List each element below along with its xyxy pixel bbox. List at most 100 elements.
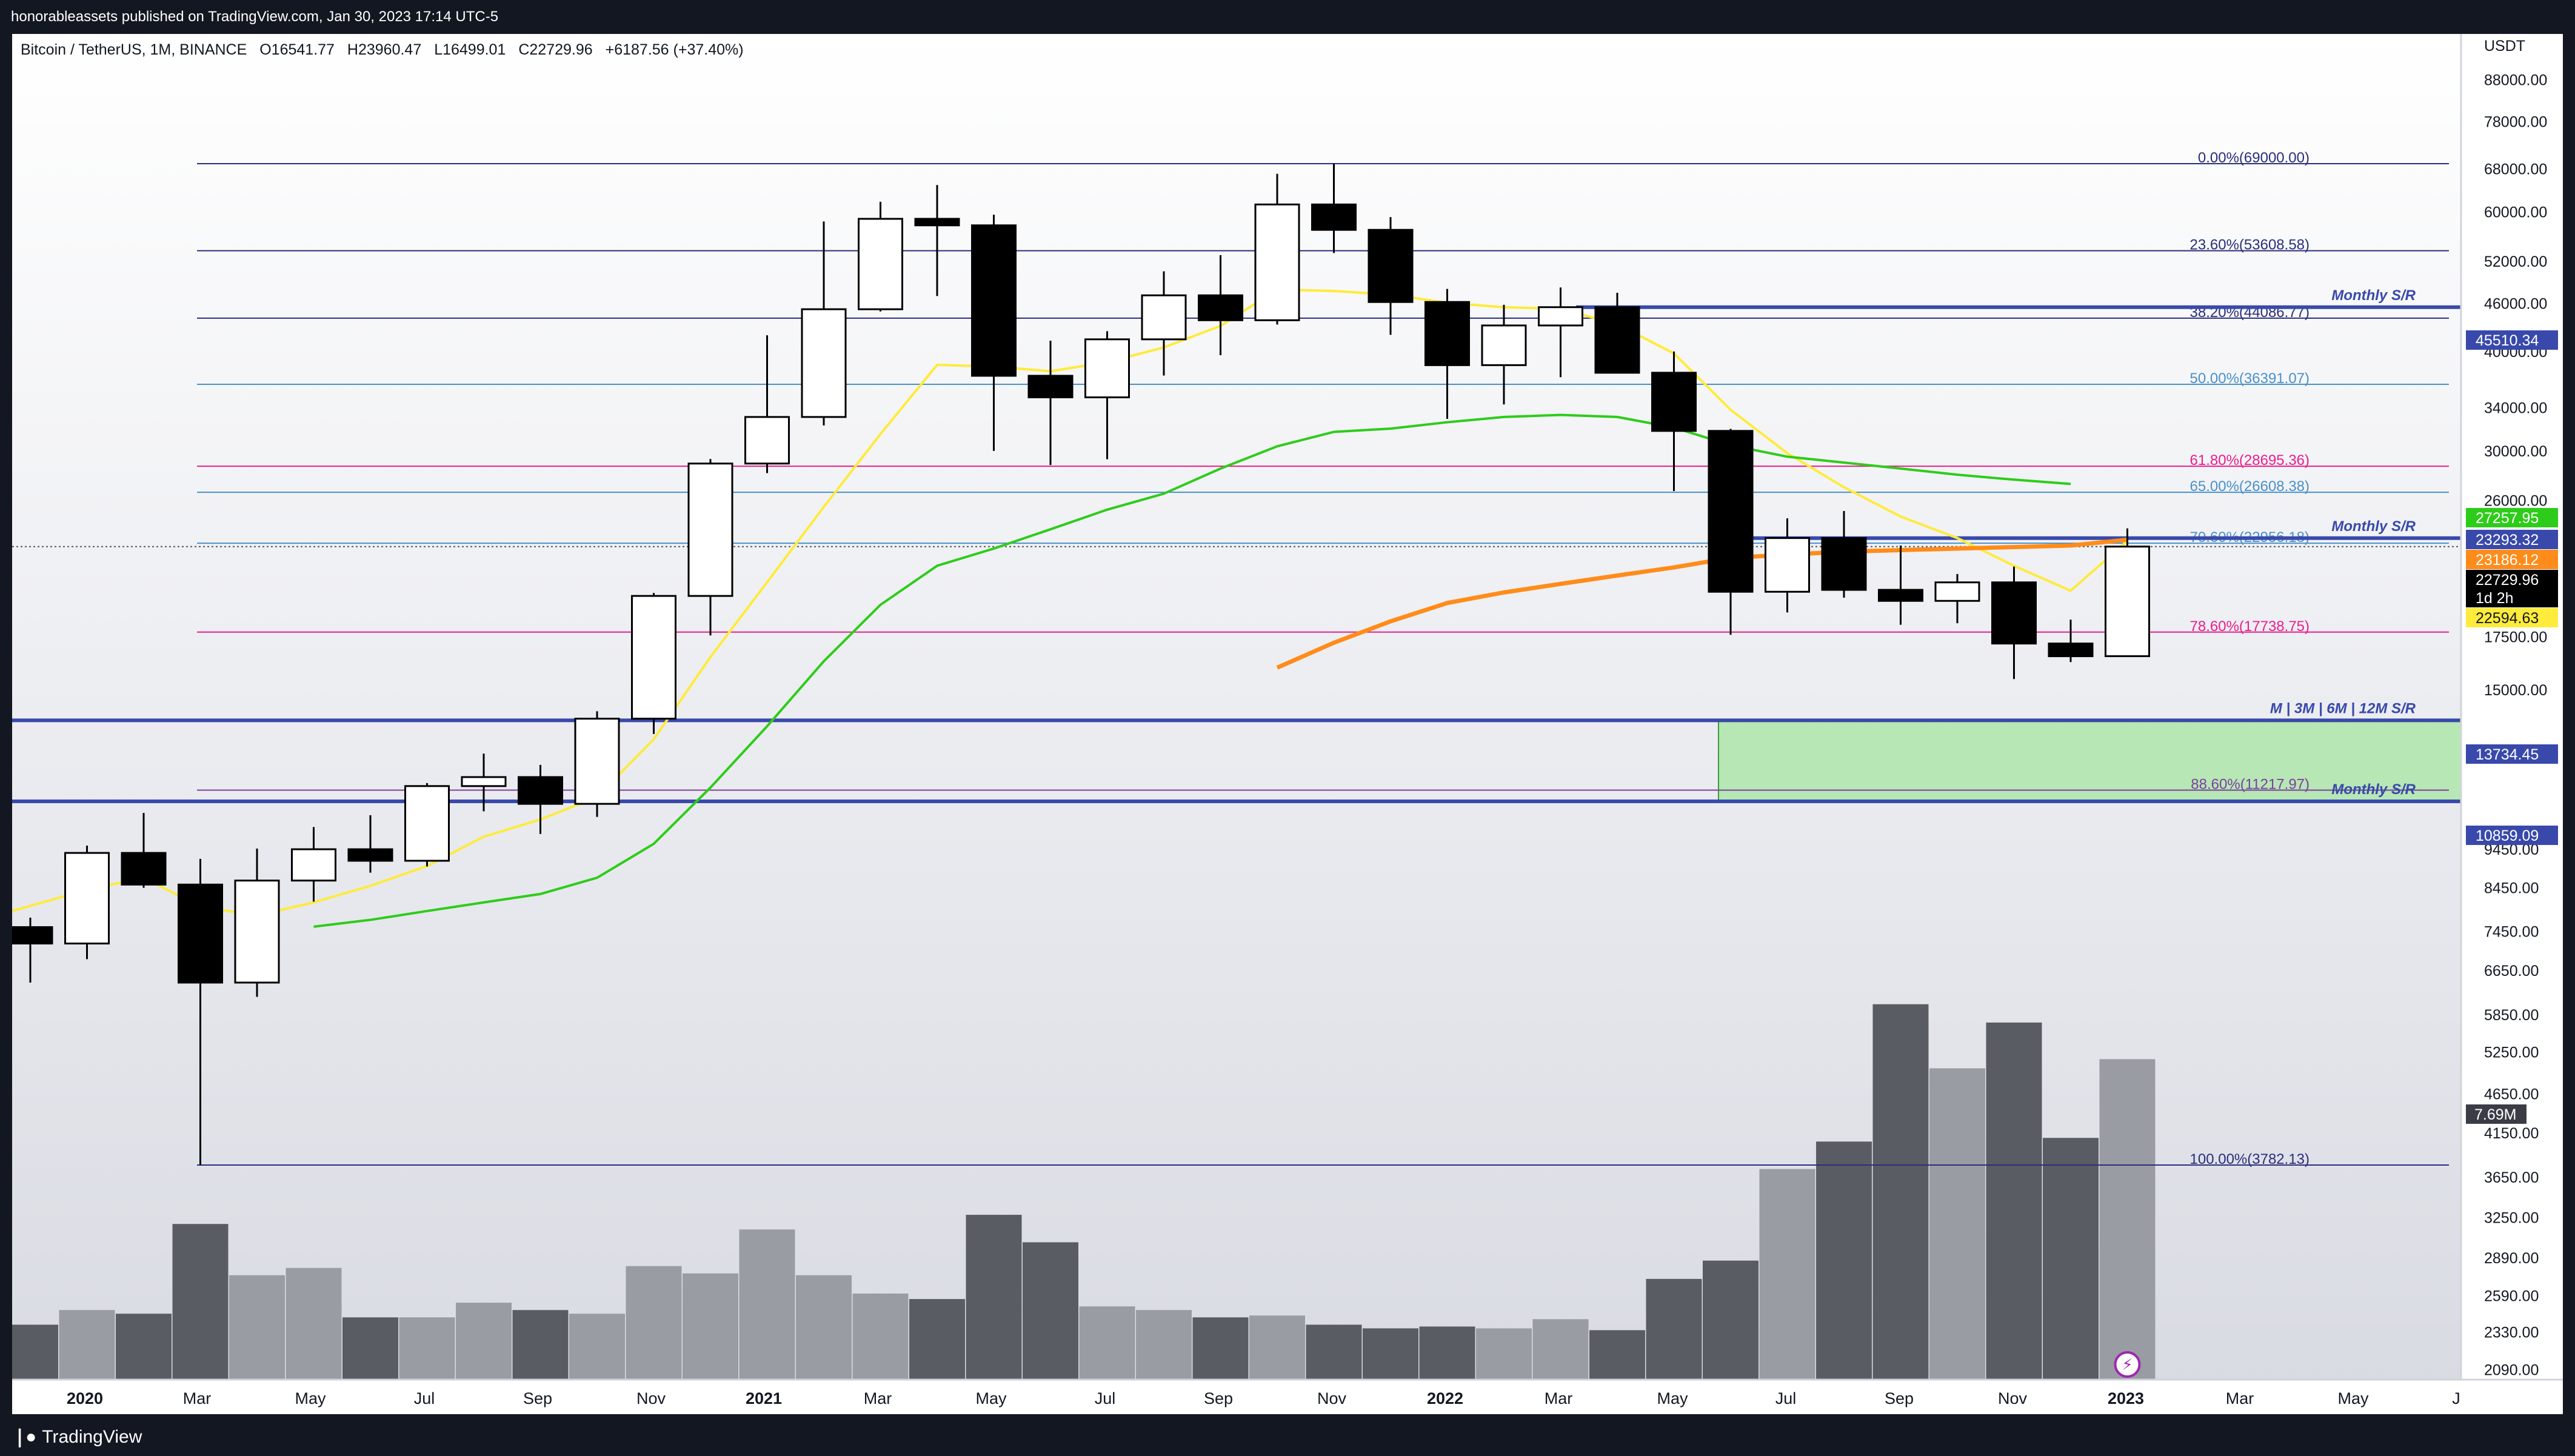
price-tick-label: 78000.00: [2484, 113, 2547, 130]
price-tick-label: 34000.00: [2484, 400, 2547, 417]
candle-body: [914, 218, 960, 227]
time-tick-label: May: [295, 1389, 326, 1408]
volume-bar: [909, 1299, 965, 1380]
tradingview-logo-icon: ❘●: [12, 1427, 36, 1447]
high-value: H23960.47: [347, 41, 422, 58]
candle-body: [121, 852, 167, 886]
candle-body: [461, 776, 507, 787]
volume-bar: [229, 1275, 285, 1380]
price-badge-text: 23186.12: [2476, 552, 2539, 569]
candle-body: [971, 224, 1017, 377]
fib-label: 23.60%(53608.58): [2190, 237, 2309, 253]
candle-body: [291, 848, 336, 882]
sr-label: M | 3M | 6M | 12M S/R: [2270, 700, 2416, 716]
candle-body: [1198, 294, 1243, 321]
candle-body: [1765, 537, 1810, 593]
time-tick-label: May: [975, 1389, 1007, 1408]
publish-info-bar: honorableassets published on TradingView…: [0, 0, 2575, 34]
candle-body: [1027, 375, 1074, 398]
tradingview-logo[interactable]: ❘● TradingView: [12, 1426, 142, 1448]
price-tick-label: 6650.00: [2484, 963, 2539, 980]
chart-area[interactable]: 0.00%(69000.00) 23.60%(53608.58) 38.20%(44…: [12, 34, 2563, 1414]
time-tick-label: Sep: [1204, 1389, 1233, 1408]
price-tick-label: 88000.00: [2484, 72, 2547, 89]
price-badge-text: 22729.96: [2476, 572, 2539, 589]
volume-bar: [399, 1317, 455, 1380]
volume-bar: [1136, 1310, 1192, 1380]
open-value: O16541.77: [259, 41, 335, 58]
price-badge: [2466, 330, 2558, 350]
volume-bar: [1476, 1328, 1532, 1380]
time-tick-label: Sep: [1885, 1389, 1914, 1408]
candle-body: [1311, 203, 1357, 231]
time-tick-label: Nov: [1317, 1389, 1347, 1408]
close-value: C22729.96: [518, 41, 593, 58]
price-tick-label: 8450.00: [2484, 880, 2539, 897]
price-tick-label: 26000.00: [2484, 492, 2547, 509]
event-marker-icon[interactable]: [2114, 1351, 2141, 1378]
time-tick-label: Sep: [523, 1389, 552, 1408]
price-tick-label: 2330.00: [2484, 1324, 2539, 1341]
change-value: +6187.56 (+37.40%): [605, 41, 744, 58]
candle-body: [404, 785, 450, 862]
low-value: L16499.01: [434, 41, 506, 58]
price-badge: [2466, 744, 2558, 764]
price-tick-label: 5250.00: [2484, 1044, 2539, 1061]
candle-body: [1481, 324, 1527, 366]
volume-bar: [683, 1273, 738, 1380]
time-axis[interactable]: [12, 1380, 2563, 1414]
price-tick-label: 3650.00: [2484, 1169, 2539, 1186]
candle-body: [518, 776, 563, 805]
candle-body: [1424, 301, 1470, 366]
price-tick-label: 4150.00: [2484, 1125, 2539, 1142]
volume-bar: [1306, 1324, 1362, 1380]
time-tick-label: 2020: [67, 1389, 103, 1408]
price-badge: [2466, 826, 2558, 845]
price-badge: [2466, 608, 2558, 627]
price-tick-label: 30000.00: [2484, 443, 2547, 460]
candle-body: [1934, 581, 1980, 602]
volume-bar: [116, 1314, 172, 1380]
time-tick-label: 2021: [746, 1389, 782, 1408]
candle-body: [631, 595, 676, 720]
volume-bar: [59, 1310, 115, 1380]
price-tick-label: 7450.00: [2484, 923, 2539, 940]
volume-bar: [852, 1294, 909, 1380]
candle-body: [1821, 537, 1867, 591]
time-tick-label: J: [2452, 1389, 2460, 1408]
fib-label: 50.00%(36391.07): [2190, 370, 2309, 387]
price-badge-text: 27257.95: [2476, 510, 2539, 527]
volume-bar: [739, 1229, 795, 1380]
volume-badge: [2466, 1104, 2527, 1124]
price-tick-label: 46000.00: [2484, 296, 2547, 313]
candle-body: [1254, 203, 1300, 321]
volume-bar: [1759, 1169, 1815, 1380]
volume-bar: [796, 1275, 852, 1380]
price-badge-text: 22594.63: [2476, 610, 2539, 627]
candle-body: [1708, 430, 1754, 593]
footer: ❘● TradingView: [0, 1414, 2575, 1456]
candle-body: [234, 880, 280, 984]
volume-bar: [1192, 1317, 1249, 1380]
volume-bar: [569, 1314, 625, 1380]
price-badge: [2466, 508, 2558, 527]
price-tick-label: 4650.00: [2484, 1086, 2539, 1103]
tradingview-brand: TradingView: [42, 1426, 142, 1447]
candle-body: [574, 718, 620, 805]
volume-bar: [1023, 1242, 1078, 1380]
volume-bar: [2099, 1059, 2156, 1380]
ohlc-legend: Bitcoin / TetherUS, 1M, BINANCE O16541.7…: [21, 41, 752, 59]
volume-bar: [286, 1267, 342, 1380]
price-badge-text: 23293.32: [2476, 532, 2539, 549]
candle-body: [178, 883, 223, 984]
volume-badge-text: 7.69M: [2474, 1106, 2516, 1123]
time-tick-label: Nov: [1998, 1389, 2028, 1408]
volume-bar: [172, 1224, 229, 1380]
sr-label: Monthly S/R: [2331, 518, 2416, 535]
candle-body: [744, 416, 790, 465]
price-badge: [2466, 588, 2558, 607]
price-badge: [2466, 570, 2558, 589]
price-axis[interactable]: [2461, 34, 2563, 1380]
time-tick-label: May: [2337, 1389, 2369, 1408]
price-chart[interactable]: 0.00%(69000.00)23.60%(53608.58)38.20%(44…: [12, 34, 2563, 1414]
